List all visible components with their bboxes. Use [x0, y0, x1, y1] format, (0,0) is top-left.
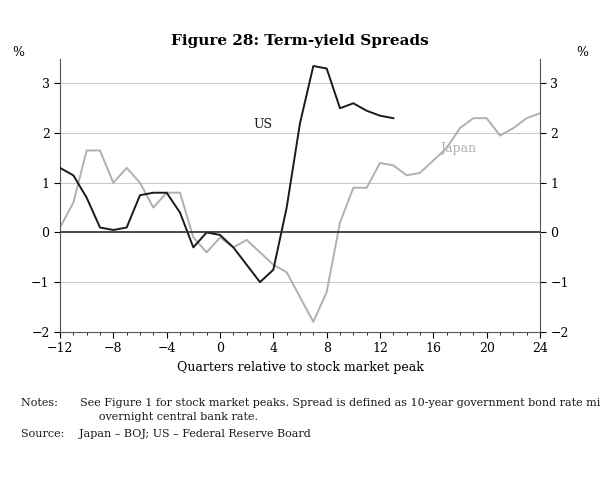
Text: %: %: [12, 45, 24, 59]
Text: %: %: [576, 45, 588, 59]
Text: overnight central bank rate.: overnight central bank rate.: [21, 412, 258, 422]
X-axis label: Quarters relative to stock market peak: Quarters relative to stock market peak: [176, 361, 424, 374]
Text: Japan: Japan: [440, 142, 476, 156]
Text: US: US: [253, 118, 272, 131]
Title: Figure 28: Term-yield Spreads: Figure 28: Term-yield Spreads: [171, 34, 429, 48]
Text: Notes:  See Figure 1 for stock market peaks. Spread is defined as 10-year govern: Notes: See Figure 1 for stock market pea…: [21, 398, 600, 407]
Text: Source:  Japan – BOJ; US – Federal Reserve Board: Source: Japan – BOJ; US – Federal Reserv…: [21, 429, 311, 439]
